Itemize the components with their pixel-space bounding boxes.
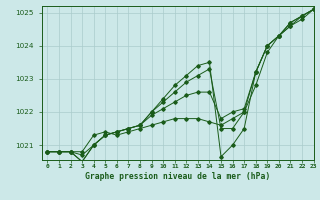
- X-axis label: Graphe pression niveau de la mer (hPa): Graphe pression niveau de la mer (hPa): [85, 172, 270, 181]
